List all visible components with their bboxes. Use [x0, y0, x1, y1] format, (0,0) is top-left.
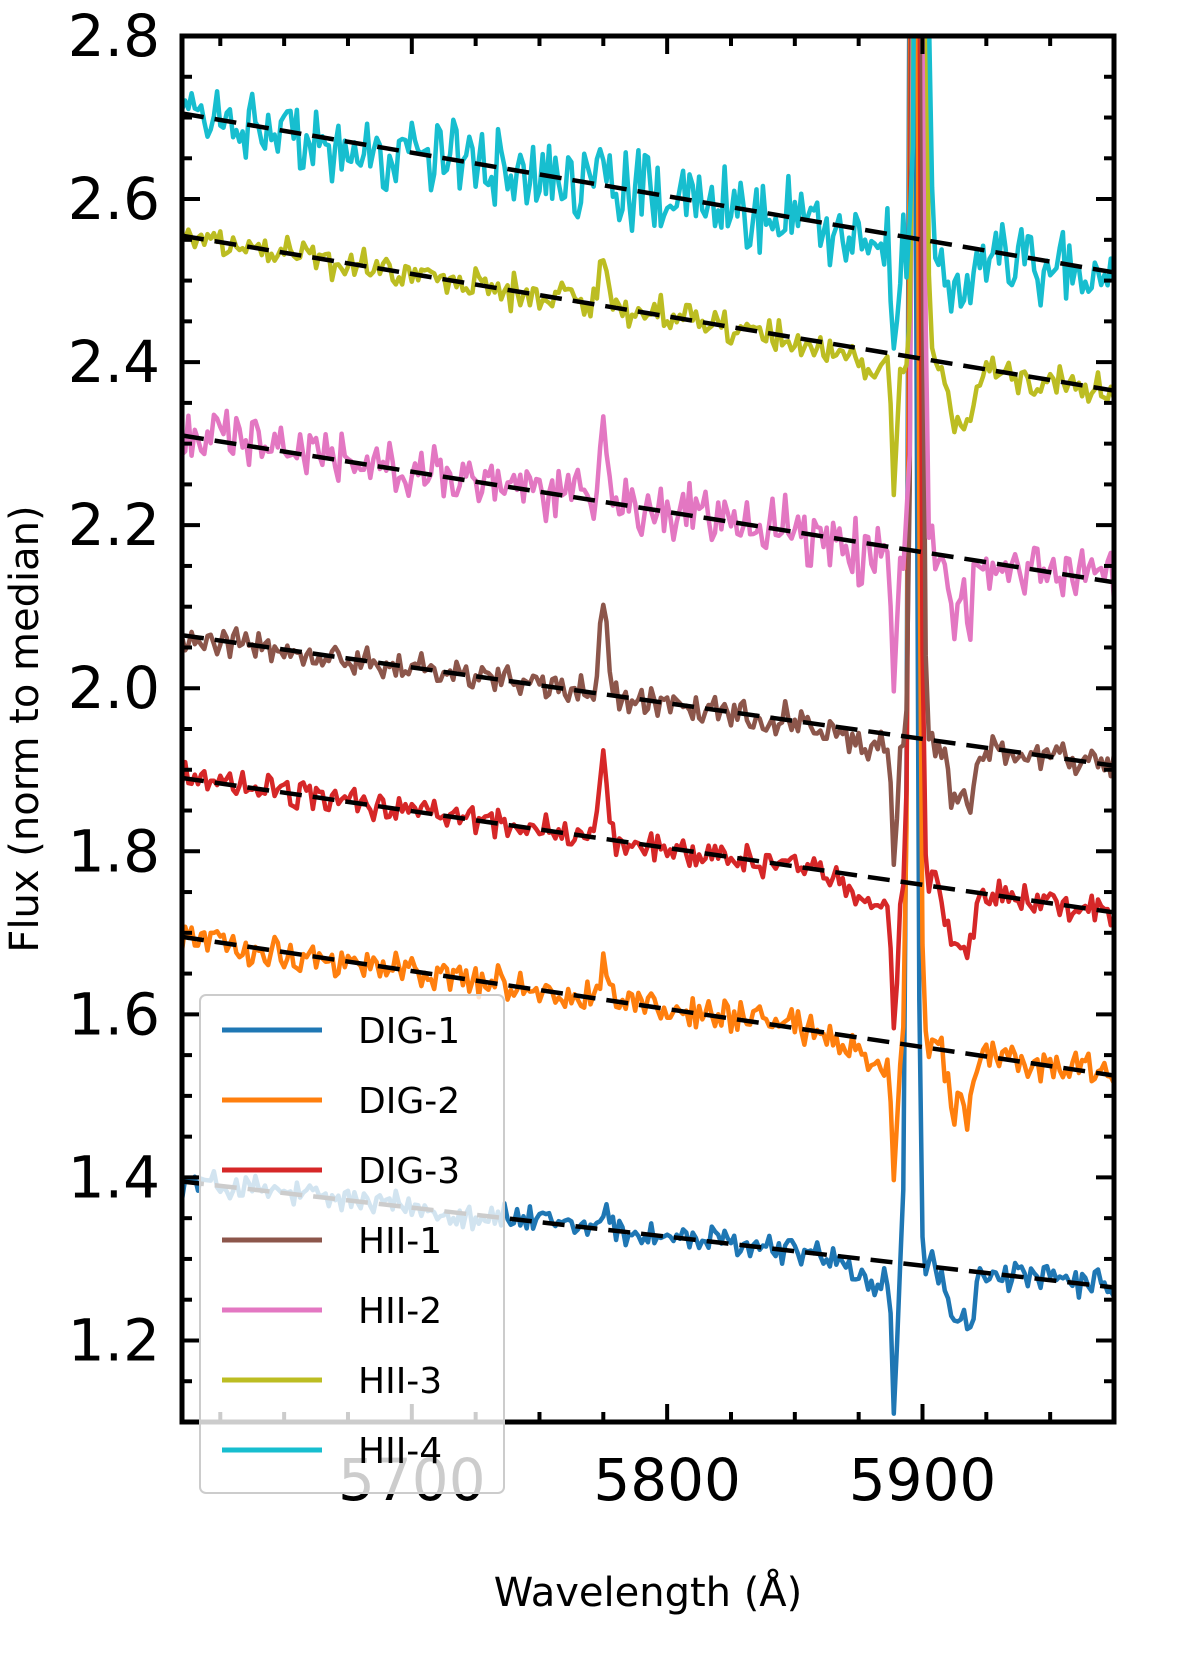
spectrum-line-dig-2: [182, 36, 1114, 1183]
y-tick-label: 1.6: [68, 980, 160, 1048]
y-tick-label: 1.4: [68, 1143, 160, 1211]
fit-line-hii-1: [182, 633, 1114, 768]
y-tick-label: 2.8: [68, 2, 160, 70]
fit-line-hii-4: [182, 111, 1114, 275]
legend-label-dig-3: DIG-3: [358, 1151, 460, 1192]
y-axis-label: Flux (norm to median): [2, 505, 48, 952]
legend-label-dig-2: DIG-2: [358, 1081, 460, 1122]
fit-line-hii-3: [182, 233, 1114, 393]
plot-frame: [179, 33, 1117, 1425]
legend-label-hii-3: HII-3: [358, 1361, 442, 1402]
x-tick-label: 5800: [593, 1446, 741, 1514]
legend: DIG-1 DIG-2 DIG-3 HII-1 HII-2 HII-3 HII-4: [199, 994, 505, 1494]
y-tick-label: 2.0: [68, 654, 160, 722]
y-tick-label: 1.2: [68, 1306, 160, 1374]
y-tick-label: 2.2: [68, 491, 160, 559]
fit-lines-layer: [182, 111, 1114, 1290]
y-tick-label: 2.6: [68, 165, 160, 233]
x-axis-label: Wavelength (Å): [494, 1568, 803, 1616]
spectrum-line-hii-1: [182, 36, 1114, 868]
legend-label-dig-1: DIG-1: [358, 1011, 460, 1052]
legend-box: [199, 994, 505, 1494]
fit-line-dig-3: [182, 775, 1114, 915]
legend-label-hii-1: HII-1: [358, 1221, 442, 1262]
y-tick-label: 1.8: [68, 817, 160, 885]
spectrum-line-hii-2: [182, 36, 1114, 694]
legend-label-hii-2: HII-2: [358, 1291, 442, 1332]
x-tick-label: 5900: [849, 1446, 997, 1514]
legend-entries: DIG-1 DIG-2 DIG-3 HII-1 HII-2 HII-3 HII-4: [222, 1011, 460, 1472]
spectrum-line-dig-3: [182, 36, 1114, 1031]
fit-line-hii-2: [182, 433, 1114, 585]
spectrum-line-hii-4: [182, 36, 1114, 351]
legend-label-hii-4: HII-4: [358, 1431, 442, 1472]
fit-line-dig-2: [182, 934, 1114, 1078]
y-tick-label: 2.4: [68, 328, 160, 396]
fit-line-dig-1: [182, 1179, 1114, 1290]
